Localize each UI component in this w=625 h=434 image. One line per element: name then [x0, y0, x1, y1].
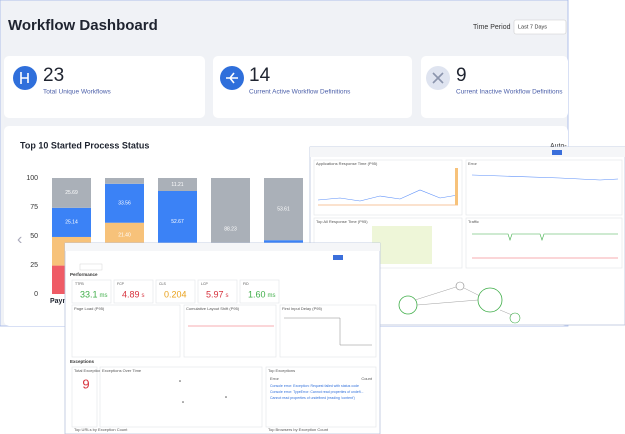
bar-segment: [264, 178, 303, 241]
metric-tile: [239, 279, 280, 304]
prev-arrow[interactable]: ‹: [17, 231, 22, 248]
panel-title: Top URLs by Exception Count: [74, 427, 128, 432]
y-tick-label: 25: [30, 262, 38, 269]
card-label: Current Inactive Workflow Definitions: [456, 89, 563, 96]
panel-title: Error: [468, 161, 478, 166]
panel-title: Top Exceptions: [268, 368, 295, 373]
row[interactable]: Console error: Exception: Request failed…: [270, 384, 359, 388]
row[interactable]: Console error: TypeError: Cannot read pr…: [270, 390, 364, 394]
y-tick-label: 100: [26, 175, 38, 182]
bar-segment: [52, 178, 91, 208]
data-label: 88.23: [224, 227, 237, 233]
panel-title: Applications Response Time (P95): [316, 161, 378, 166]
card: [4, 56, 205, 118]
metric-name: TTFB: [75, 282, 84, 286]
panel-title: Traffic: [468, 219, 479, 224]
bar-segment: [158, 191, 197, 253]
metric-name: LCP: [201, 282, 208, 286]
bar-segment: [52, 207, 91, 237]
panel-title: Exceptions Over Time: [102, 368, 142, 373]
card-value: 23: [43, 65, 64, 86]
col: Count: [361, 376, 373, 381]
row[interactable]: Cannot read properties of undefined (rea…: [270, 396, 355, 400]
card-value: 14: [249, 65, 271, 86]
label: Total Exceptions: [74, 368, 103, 373]
data-label: 25.69: [65, 190, 78, 196]
bar-segment: [158, 178, 197, 192]
title: Workflow Dashboard: [8, 17, 158, 34]
time-value[interactable]: Last 7 Days: [518, 24, 547, 30]
time-select[interactable]: [513, 19, 567, 35]
time-label: Time Period: [473, 24, 511, 31]
screenshot-b: Performance TTFB 33.1 ms FCP 4.89 s CLS 0.204 LC…: [64, 242, 381, 434]
metric-tile: [113, 279, 154, 304]
card-label: Current Active Workflow Definitions: [249, 89, 351, 96]
data-label: 33.56: [118, 201, 131, 207]
card: [421, 56, 568, 118]
card-value: 9: [456, 65, 467, 86]
panel-corner: Auto-: [550, 143, 567, 150]
metric-unit: s: [226, 293, 229, 299]
metric-value: 1.60 ms: [248, 289, 276, 299]
panel-title: Top Browsers by Exception Count: [268, 427, 329, 432]
metric-tile: [155, 279, 196, 304]
section-title: Exceptions: [70, 359, 95, 364]
metric-value: 33.1 ms: [80, 289, 108, 299]
metric-unit: ms: [268, 293, 276, 299]
col: Error: [270, 376, 280, 381]
metric-value: 5.97 s: [206, 289, 229, 299]
metric-value: 4.89 s: [122, 289, 145, 299]
metric-name: FCP: [117, 282, 125, 286]
panel-title: Page Load (P95): [74, 306, 105, 311]
y-tick-label: 75: [30, 204, 38, 211]
metric-tile: [197, 279, 238, 304]
metric-name: FID: [243, 282, 249, 286]
panel-title: Top All Response Time (P95): [316, 219, 368, 224]
total: 9: [82, 376, 89, 391]
panel-title: First Input Delay (P95): [282, 306, 323, 311]
panel-title: Top 10 Started Process Status: [20, 140, 149, 150]
metric-unit: s: [142, 293, 145, 299]
cards: 23 Total Unique Workflows 14 Current Act…: [4, 56, 568, 118]
x-tick-label: Payme: [50, 298, 73, 305]
data-label: 25.14: [65, 220, 78, 226]
card-label: Total Unique Workflows: [43, 89, 112, 96]
metric-tile: [71, 279, 112, 304]
panel-title: Cumulative Layout Shift (P95): [186, 306, 240, 311]
metric-unit: ms: [100, 293, 108, 299]
section-title: Performance: [70, 272, 98, 277]
data-label: 21.40: [118, 232, 131, 238]
y-tick-label: 0: [34, 291, 38, 298]
card: [213, 56, 412, 118]
metric-value: 0.204: [164, 289, 187, 299]
data-label: 53.61: [277, 206, 290, 212]
data-label: 11.21: [171, 182, 183, 188]
bar-segment: [105, 183, 144, 223]
data-label: 52.67: [171, 219, 184, 225]
bar-segment: [105, 178, 144, 184]
y-tick-label: 50: [30, 233, 38, 240]
metric-name: CLS: [159, 282, 166, 286]
